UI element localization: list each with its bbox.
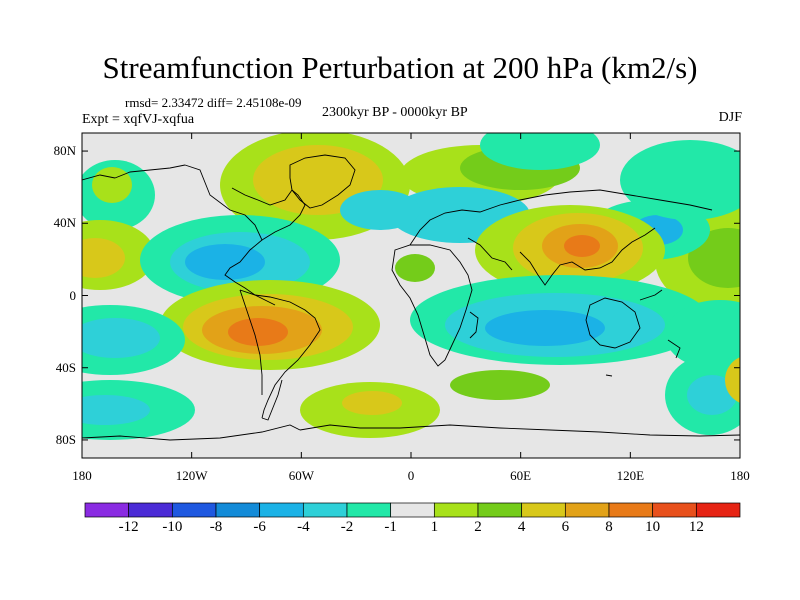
lon-tick-label: 120W bbox=[175, 468, 208, 483]
colorbar-label: -12 bbox=[118, 519, 139, 535]
experiment-label: Expt = xqfVJ-xqfua bbox=[82, 112, 195, 127]
lon-tick-label: 0 bbox=[407, 468, 415, 483]
season-label: DJF bbox=[718, 110, 742, 125]
colorbar-label: -10 bbox=[162, 519, 183, 535]
colorbar-swatch bbox=[302, 502, 348, 518]
coastlines bbox=[82, 154, 740, 441]
colorbar-label: 1 bbox=[430, 519, 439, 535]
lat-tick-label: 80N bbox=[53, 143, 76, 159]
colorbar-label: 4 bbox=[517, 519, 526, 535]
colorbar-swatch bbox=[171, 502, 217, 518]
colorbar-swatch bbox=[84, 502, 130, 518]
colorbar-label: -2 bbox=[340, 519, 354, 535]
lon-tick-label: 120E bbox=[616, 468, 645, 483]
lat-tick-label: 40S bbox=[55, 359, 76, 375]
colorbar-swatch bbox=[346, 502, 392, 518]
lon-tick-label: 60W bbox=[288, 468, 314, 483]
colorbar-swatch bbox=[608, 502, 654, 518]
lat-tick-label: 80S bbox=[55, 431, 76, 447]
chart-title: Streamfunction Perturbation at 200 hPa (… bbox=[102, 50, 698, 85]
period-label: 2300kyr BP - 0000kyr BP bbox=[322, 105, 468, 120]
lon-tick-label: 180 bbox=[730, 468, 750, 483]
colorbar-swatch bbox=[695, 502, 741, 518]
colorbar-swatch bbox=[564, 502, 610, 518]
lon-tick-marks bbox=[81, 133, 741, 458]
colorbar-swatch bbox=[521, 502, 566, 518]
lat-tick-label: 0 bbox=[69, 287, 77, 303]
colorbar-swatch bbox=[128, 502, 173, 518]
colorbar-swatch bbox=[477, 502, 523, 518]
colorbar-swatch bbox=[259, 502, 304, 518]
colorbar-label: -4 bbox=[297, 519, 310, 535]
colorbar-swatch bbox=[433, 502, 479, 518]
colorbar-label: -1 bbox=[384, 519, 397, 535]
colorbar-swatch bbox=[215, 502, 261, 518]
colorbar bbox=[84, 502, 741, 518]
colorbar-label: 6 bbox=[561, 519, 570, 535]
lon-tick-label: 180 bbox=[72, 468, 92, 483]
colorbar-label: 2 bbox=[474, 519, 482, 535]
stats-text: rmsd= 2.33472 diff= 2.45108e-09 bbox=[125, 95, 302, 110]
contour-fill-layer bbox=[82, 133, 740, 440]
colorbar-label: 8 bbox=[605, 519, 613, 535]
lat-tick-marks bbox=[82, 150, 740, 441]
colorbar-swatch bbox=[652, 502, 697, 518]
colorbar-label: -8 bbox=[209, 519, 223, 535]
lat-tick-label: 40N bbox=[53, 215, 76, 231]
colorbar-label: -6 bbox=[253, 519, 266, 535]
colorbar-swatch bbox=[390, 502, 435, 518]
colorbar-label: 10 bbox=[645, 519, 661, 535]
colorbar-label: 12 bbox=[688, 519, 704, 535]
lon-tick-label: 60E bbox=[510, 468, 532, 483]
